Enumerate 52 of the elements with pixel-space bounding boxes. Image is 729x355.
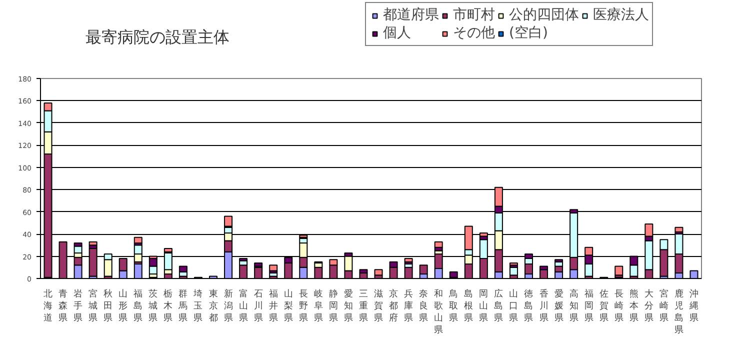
x-tick-label: 茨城県	[148, 288, 158, 324]
x-tick-label: 愛知県	[344, 288, 353, 324]
x-tick-label: 鳥取県	[448, 288, 458, 324]
x-tick-label: 大分県	[644, 288, 654, 324]
x-tick-label: 香川県	[539, 288, 548, 324]
x-tick-label: 秋田県	[104, 288, 113, 324]
x-tick-label: 群馬県	[178, 288, 188, 324]
x-tick-label: 宮崎県	[659, 288, 668, 324]
x-tick-label: 京都府	[389, 288, 398, 324]
x-tick-label: 和歌山県	[434, 288, 444, 336]
x-tick-label: 奈良県	[419, 288, 428, 324]
legend-label: 市町村	[453, 6, 495, 24]
x-tick-label: 広島県	[494, 288, 504, 324]
x-tick-label: 埼玉県	[192, 288, 203, 324]
x-tick-label: 三重県	[358, 290, 368, 324]
x-tick-label: 福岡県	[584, 288, 594, 324]
legend-label: 公的四団体	[509, 6, 579, 24]
legend-label: 医療法人	[593, 6, 649, 24]
x-tick-label: 宮城県	[88, 288, 98, 324]
x-tick-label: 愛媛県	[554, 288, 564, 324]
x-tick-label: 東京都	[208, 288, 218, 324]
x-tick-label: 新潟県	[224, 288, 233, 324]
x-tick-label: 熊本県	[629, 288, 638, 324]
x-tick-label: 北海道	[44, 288, 53, 324]
x-tick-label: 島根県	[464, 288, 474, 324]
x-tick-label: 鹿児島県	[674, 288, 684, 336]
legend-label: (空白)	[509, 24, 548, 42]
x-tick-label: 富山県	[238, 288, 248, 324]
x-tick-label: 岡山県	[479, 290, 488, 324]
x-tick-label: 滋賀県	[374, 288, 384, 324]
x-tick-label: 佐賀県	[599, 288, 608, 324]
x-tick-label: 山口県	[509, 288, 518, 324]
chart-title: 最寄病院の設置主体	[86, 28, 230, 46]
x-tick-label: 高知県	[569, 288, 578, 324]
x-tick-label: 長崎県	[614, 288, 624, 324]
x-tick-label: 静岡県	[328, 288, 338, 324]
x-tick-label: 岩手県	[74, 288, 83, 324]
x-tick-label: 長野県	[298, 288, 308, 324]
x-tick-label: 福島県	[134, 288, 143, 324]
x-tick-label: 沖縄県	[688, 288, 698, 324]
x-tick-label: 徳島県	[524, 288, 534, 324]
x-tick-label: 石川県	[254, 290, 263, 324]
legend-label: その他	[453, 24, 495, 42]
x-tick-label: 山形県	[118, 288, 128, 324]
legend-label: 都道府県	[383, 6, 439, 24]
legend-label: 個人	[383, 24, 411, 42]
x-tick-label: 栃木県	[164, 288, 173, 324]
x-tick-label: 山梨県	[284, 288, 293, 324]
x-tick-label: 兵庫県	[404, 288, 414, 324]
x-tick-label: 福井県	[268, 288, 278, 324]
x-tick-label: 青森県	[58, 288, 68, 324]
x-tick-label: 岐阜県	[314, 288, 323, 324]
